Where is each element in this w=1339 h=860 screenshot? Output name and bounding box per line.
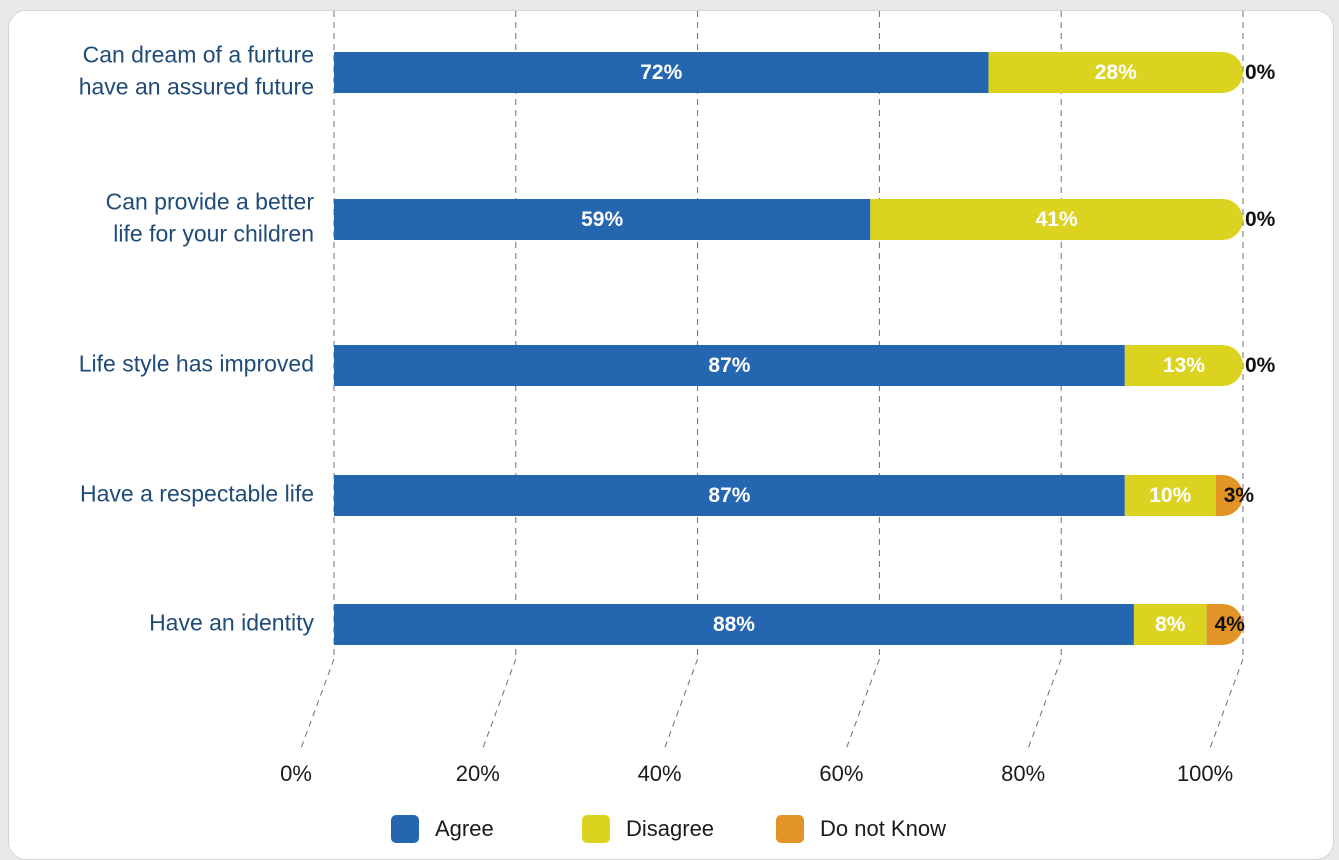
x-tick-label: 0% — [280, 761, 312, 786]
bar-row — [334, 475, 1243, 516]
x-axis-ticks: 0% 20% 40% 60% 80% 100% — [280, 761, 1233, 786]
legend-label: Do not Know — [820, 816, 946, 841]
x-tick-label: 80% — [1001, 761, 1045, 786]
legend-swatch — [776, 815, 804, 843]
data-label: 59% — [581, 208, 623, 231]
bar-segment-agree — [334, 52, 989, 93]
data-label: 41% — [1036, 208, 1078, 231]
grid-line-perspective — [1208, 658, 1244, 752]
grid-line-perspective — [1026, 658, 1062, 752]
category-label: Have a respectable life — [80, 481, 314, 507]
x-tick-label: 100% — [1177, 761, 1233, 786]
category-label: Can provide a better — [106, 189, 315, 215]
chart-card: 72% 28% 0% 59% 41% 0% 87% 13% 0% 87% 10% 3% 88% 8% 4% … — [8, 10, 1334, 860]
legend-swatch — [391, 815, 419, 843]
category-label: Have an identity — [149, 610, 314, 636]
data-label: 10% — [1149, 484, 1191, 507]
data-label: 28% — [1095, 61, 1137, 84]
bar-segment-disagree — [1124, 475, 1216, 516]
bar-segment-agree — [334, 604, 1134, 645]
bar-row — [334, 52, 1243, 93]
legend-swatch — [582, 815, 610, 843]
data-label: 8% — [1155, 613, 1186, 636]
category-label: Life style has improved — [79, 351, 314, 377]
bar-segment-agree — [334, 475, 1125, 516]
bar-row — [334, 199, 1243, 240]
x-tick-label: 20% — [456, 761, 500, 786]
data-label: 3% — [1224, 484, 1255, 507]
bars: 72% 28% 0% 59% 41% 0% 87% 13% 0% 87% 10% 3% 88% 8% 4% — [334, 52, 1276, 645]
data-label: 88% — [713, 613, 755, 636]
grid-line-perspective — [844, 658, 880, 752]
bar-segment-disagree — [870, 199, 1243, 240]
x-tick-label: 60% — [819, 761, 863, 786]
bar-row — [334, 604, 1243, 645]
data-label: 13% — [1163, 354, 1205, 377]
category-label: life for your children — [113, 221, 314, 247]
bar-segment-disagree — [1133, 604, 1207, 645]
bar-segment-disagree — [1124, 345, 1243, 386]
grid-line-perspective — [299, 658, 335, 752]
legend-label: Agree — [435, 816, 494, 841]
stacked-bar-chart: 72% 28% 0%59% 41% 0%87% 13% 0%87% 10% 3%88% 8% 4% … — [79, 11, 1276, 843]
bar-segment-do-not-know — [1206, 604, 1243, 645]
data-label: 87% — [708, 354, 750, 377]
grid-line-perspective — [663, 658, 699, 752]
grid-lines — [299, 11, 1244, 752]
bar-segment-agree — [334, 345, 1125, 386]
data-label: 0% — [1245, 61, 1276, 84]
category-label: have an assured future — [79, 74, 314, 100]
category-labels: Can dream of a furture have an assured fu… — [79, 42, 315, 636]
x-tick-label: 40% — [638, 761, 682, 786]
data-label: 4% — [1215, 613, 1246, 636]
legend-label: Disagree — [626, 816, 714, 841]
legend: Agree Disagree Do not Know — [391, 815, 946, 843]
bar-segment-disagree — [988, 52, 1243, 93]
data-label: 87% — [708, 484, 750, 507]
data-label: 0% — [1245, 208, 1276, 231]
data-label: 72% — [640, 61, 682, 84]
grid-line-perspective — [481, 658, 517, 752]
category-label: Can dream of a furture — [83, 42, 314, 68]
data-label: 0% — [1245, 354, 1276, 377]
bar-segment-agree — [334, 199, 871, 240]
bar-row — [334, 345, 1243, 386]
